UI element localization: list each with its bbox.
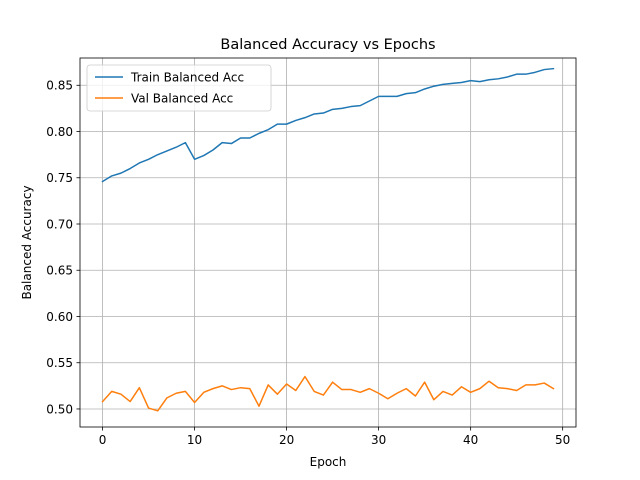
y-tick-label: 0.70	[46, 217, 73, 231]
x-tick-label: 20	[279, 433, 294, 447]
chart-title: Balanced Accuracy vs Epochs	[220, 37, 435, 53]
y-tick-label: 0.55	[46, 356, 73, 370]
y-axis-label: Balanced Accuracy	[20, 185, 34, 299]
x-tick-label: 10	[187, 433, 202, 447]
x-tick-label: 50	[555, 433, 570, 447]
y-tick-label: 0.60	[46, 310, 73, 324]
plot-frame	[79, 57, 577, 428]
x-axis-label: Epoch	[310, 455, 347, 469]
x-tick-label: 40	[463, 433, 478, 447]
x-tick-label: 30	[371, 433, 386, 447]
y-tick-label: 0.85	[46, 79, 73, 93]
legend-label: Val Balanced Acc	[131, 91, 233, 105]
y-tick-label: 0.80	[46, 125, 73, 139]
grid	[80, 58, 576, 427]
series-layer	[101, 67, 555, 412]
series-line-val	[101, 375, 555, 412]
x-tick-label: 0	[99, 433, 107, 447]
ticks: 0 10 20 30 40 50 0.50 0.55 0.60 0.65 0.70 0.75 0.80 0…	[46, 79, 570, 447]
legend-box	[86, 64, 272, 112]
series-line-train	[101, 67, 555, 183]
y-tick-label: 0.50	[46, 402, 73, 416]
y-tick-label: 0.75	[46, 171, 73, 185]
legend-label: Train Balanced Acc	[130, 70, 244, 84]
legend: Train Balanced Acc Val Balanced Acc	[86, 64, 272, 112]
y-tick-label: 0.65	[46, 264, 73, 278]
